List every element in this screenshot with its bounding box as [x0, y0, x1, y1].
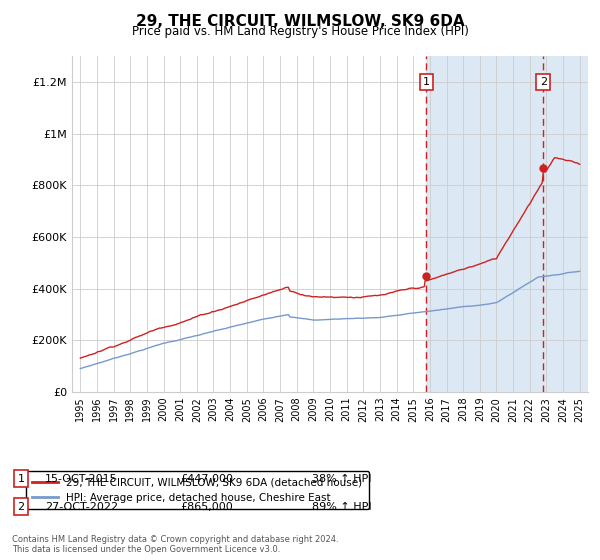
Text: 1: 1 [17, 474, 25, 484]
Bar [427, 56, 588, 392]
Text: Price paid vs. HM Land Registry's House Price Index (HPI): Price paid vs. HM Land Registry's House … [131, 25, 469, 38]
Text: £865,000: £865,000 [180, 502, 233, 512]
Text: 38% ↑ HPI: 38% ↑ HPI [312, 474, 371, 484]
Text: 2: 2 [17, 502, 25, 512]
Bar [544, 56, 588, 392]
Text: Contains HM Land Registry data © Crown copyright and database right 2024.
This d: Contains HM Land Registry data © Crown c… [12, 535, 338, 554]
Text: 2: 2 [540, 77, 547, 87]
Text: 27-OCT-2022: 27-OCT-2022 [45, 502, 118, 512]
Legend: 29, THE CIRCUIT, WILMSLOW, SK9 6DA (detached house), HPI: Average price, detache: 29, THE CIRCUIT, WILMSLOW, SK9 6DA (deta… [26, 471, 368, 509]
Text: £447,000: £447,000 [180, 474, 233, 484]
Text: 1: 1 [423, 77, 430, 87]
Text: 29, THE CIRCUIT, WILMSLOW, SK9 6DA: 29, THE CIRCUIT, WILMSLOW, SK9 6DA [136, 14, 464, 29]
Text: 89% ↑ HPI: 89% ↑ HPI [312, 502, 371, 512]
Text: 15-OCT-2015: 15-OCT-2015 [45, 474, 118, 484]
